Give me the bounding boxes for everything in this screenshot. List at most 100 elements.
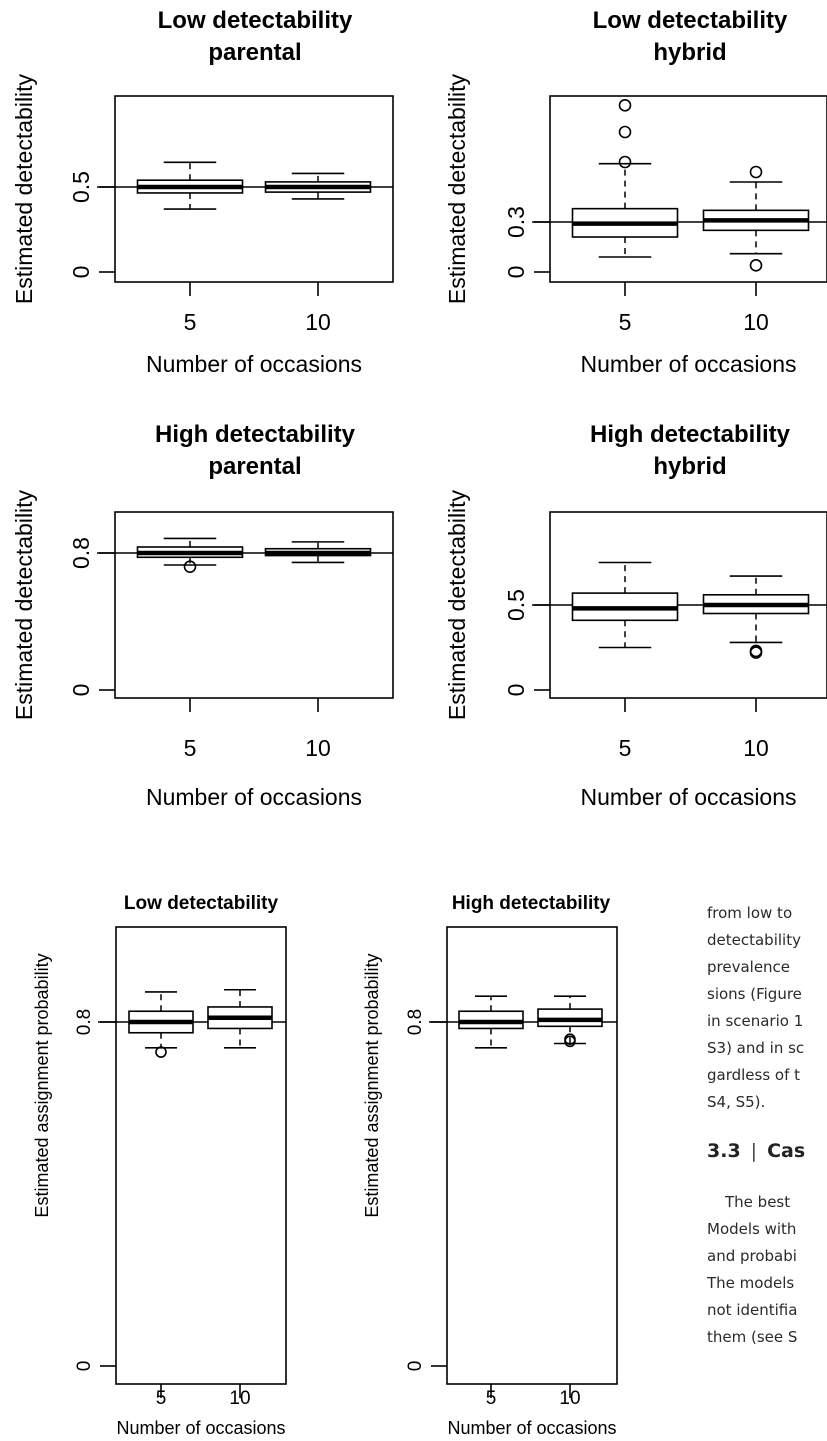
plot-frame bbox=[549, 95, 827, 283]
x-tick-label: 10 bbox=[305, 309, 331, 335]
text-line: sions (Figure bbox=[707, 985, 802, 1003]
y-tick-label: 0.8 bbox=[405, 1009, 426, 1035]
y-tick-label: 0.5 bbox=[68, 171, 94, 203]
text-line: not identifia bbox=[707, 1301, 798, 1319]
x-axis-label: Number of occasions bbox=[580, 784, 796, 810]
section-number: 3.3 bbox=[707, 1140, 741, 1162]
body-text-column: from low to detectability prevalence sio… bbox=[707, 900, 827, 1351]
x-axis-label: Number of occasions bbox=[146, 784, 362, 810]
chart-title: Low detectability bbox=[158, 7, 353, 34]
chart-panel-1: Low detectability parental 0 0.5 Estimated d… bbox=[11, 7, 394, 377]
box-10 bbox=[207, 988, 273, 1049]
paragraph: The best Models with and probabi The mod… bbox=[707, 1189, 827, 1351]
x-tick-label: 5 bbox=[486, 1388, 497, 1409]
outlier-point bbox=[155, 1046, 167, 1058]
outlier-point bbox=[618, 99, 632, 112]
plot-frame bbox=[115, 926, 287, 1385]
y-axis-label: Estimated detectability bbox=[11, 73, 37, 304]
plot-frame bbox=[446, 926, 618, 1385]
y-tick-label: 0 bbox=[68, 684, 94, 697]
paragraph: from low to detectability prevalence sio… bbox=[707, 900, 827, 1116]
x-tick-label: 10 bbox=[743, 735, 769, 761]
chart-title: parental bbox=[208, 39, 301, 66]
plot-frame bbox=[114, 511, 394, 699]
section-title: Cas bbox=[767, 1140, 806, 1162]
chart-title: Low detectability bbox=[124, 893, 279, 914]
chart-title: High detectability bbox=[590, 421, 791, 448]
y-tick-label: 0.5 bbox=[503, 589, 529, 621]
box-10 bbox=[702, 575, 810, 659]
outlier-point bbox=[618, 125, 632, 139]
chart-panel-3: High detectability parental 0 0.8 Estimated … bbox=[11, 421, 394, 810]
outlier-point bbox=[183, 560, 197, 574]
x-tick-label: 10 bbox=[743, 309, 769, 335]
outlier-point bbox=[749, 646, 763, 659]
x-axis-label: Number of occasions bbox=[146, 351, 362, 377]
y-tick-label: 0.8 bbox=[68, 537, 94, 569]
x-tick-label: 10 bbox=[559, 1388, 580, 1409]
chart-title: hybrid bbox=[653, 39, 726, 66]
text-line: The best bbox=[725, 1193, 791, 1211]
box-5 bbox=[458, 995, 524, 1049]
plot-frame bbox=[114, 95, 394, 283]
box-5 bbox=[136, 161, 244, 210]
chart-panel-6: High detectability 0 0.8 Estimated assignme… bbox=[362, 893, 618, 1438]
y-tick-label: 0 bbox=[68, 266, 94, 279]
y-tick-label: 0.8 bbox=[74, 1009, 95, 1035]
y-axis-label: Estimated detectability bbox=[444, 73, 470, 304]
x-tick-label: 5 bbox=[184, 735, 197, 761]
chart-title: hybrid bbox=[653, 453, 726, 480]
section-heading: 3.3 | Cas bbox=[707, 1138, 827, 1165]
text-line: Models with bbox=[707, 1220, 797, 1238]
text-line: from low to bbox=[707, 904, 793, 922]
y-tick-label: 0 bbox=[74, 1361, 95, 1372]
box-5 bbox=[571, 99, 679, 258]
x-tick-label: 10 bbox=[305, 735, 331, 761]
x-axis-label: Number of occasions bbox=[580, 351, 796, 377]
y-tick-label: 0 bbox=[405, 1361, 426, 1372]
y-axis-label: Estimated assignment probability bbox=[362, 953, 382, 1217]
text-line: gardless of t bbox=[707, 1066, 801, 1084]
x-tick-label: 5 bbox=[184, 309, 197, 335]
x-axis-label: Number of occasions bbox=[116, 1418, 285, 1438]
text-line: S4, S5). bbox=[707, 1093, 766, 1111]
chart-title: parental bbox=[208, 453, 301, 480]
box-10 bbox=[537, 995, 603, 1048]
y-tick-label: 0 bbox=[503, 266, 529, 279]
box-10 bbox=[702, 165, 810, 272]
text-line: detectability bbox=[707, 931, 801, 949]
y-tick-label: 0 bbox=[503, 684, 529, 697]
box-5 bbox=[128, 991, 194, 1058]
y-tick-label: 0.3 bbox=[503, 206, 529, 238]
chart-title: High detectability bbox=[155, 421, 356, 448]
text-line: S3) and in sc bbox=[707, 1039, 805, 1057]
outlier-point bbox=[618, 155, 632, 169]
box-10 bbox=[264, 541, 372, 564]
chart-title: High detectability bbox=[452, 893, 611, 914]
box-5 bbox=[571, 561, 679, 649]
x-tick-label: 5 bbox=[619, 309, 632, 335]
section-separator: | bbox=[750, 1140, 758, 1162]
x-axis-label: Number of occasions bbox=[447, 1418, 616, 1438]
box-10 bbox=[264, 172, 372, 200]
x-tick-label: 5 bbox=[156, 1388, 167, 1409]
text-line: The models bbox=[707, 1274, 795, 1292]
x-tick-label: 10 bbox=[229, 1388, 250, 1409]
text-line: prevalence bbox=[707, 958, 791, 976]
chart-panel-4: High detectability hybrid 0 0.5 Estimated de… bbox=[444, 421, 827, 810]
chart-panel-2: Low detectability hybrid 0 0.3 Estimated det… bbox=[444, 7, 827, 377]
y-axis-label: Estimated detectability bbox=[444, 489, 470, 720]
y-axis-label: Estimated detectability bbox=[11, 489, 37, 720]
y-axis-label: Estimated assignment probability bbox=[32, 953, 52, 1217]
text-line: in scenario 1 bbox=[707, 1012, 804, 1030]
outlier-point bbox=[564, 1035, 576, 1048]
outlier-point bbox=[749, 165, 763, 179]
chart-title: Low detectability bbox=[593, 7, 788, 34]
box-5 bbox=[136, 537, 244, 574]
chart-panel-5: Low detectability 0 0.8 Estimated assignmen… bbox=[32, 893, 287, 1438]
text-line: and probabi bbox=[707, 1247, 797, 1265]
outlier-point bbox=[749, 259, 763, 272]
x-tick-label: 5 bbox=[619, 735, 632, 761]
text-line: them (see S bbox=[707, 1328, 798, 1346]
